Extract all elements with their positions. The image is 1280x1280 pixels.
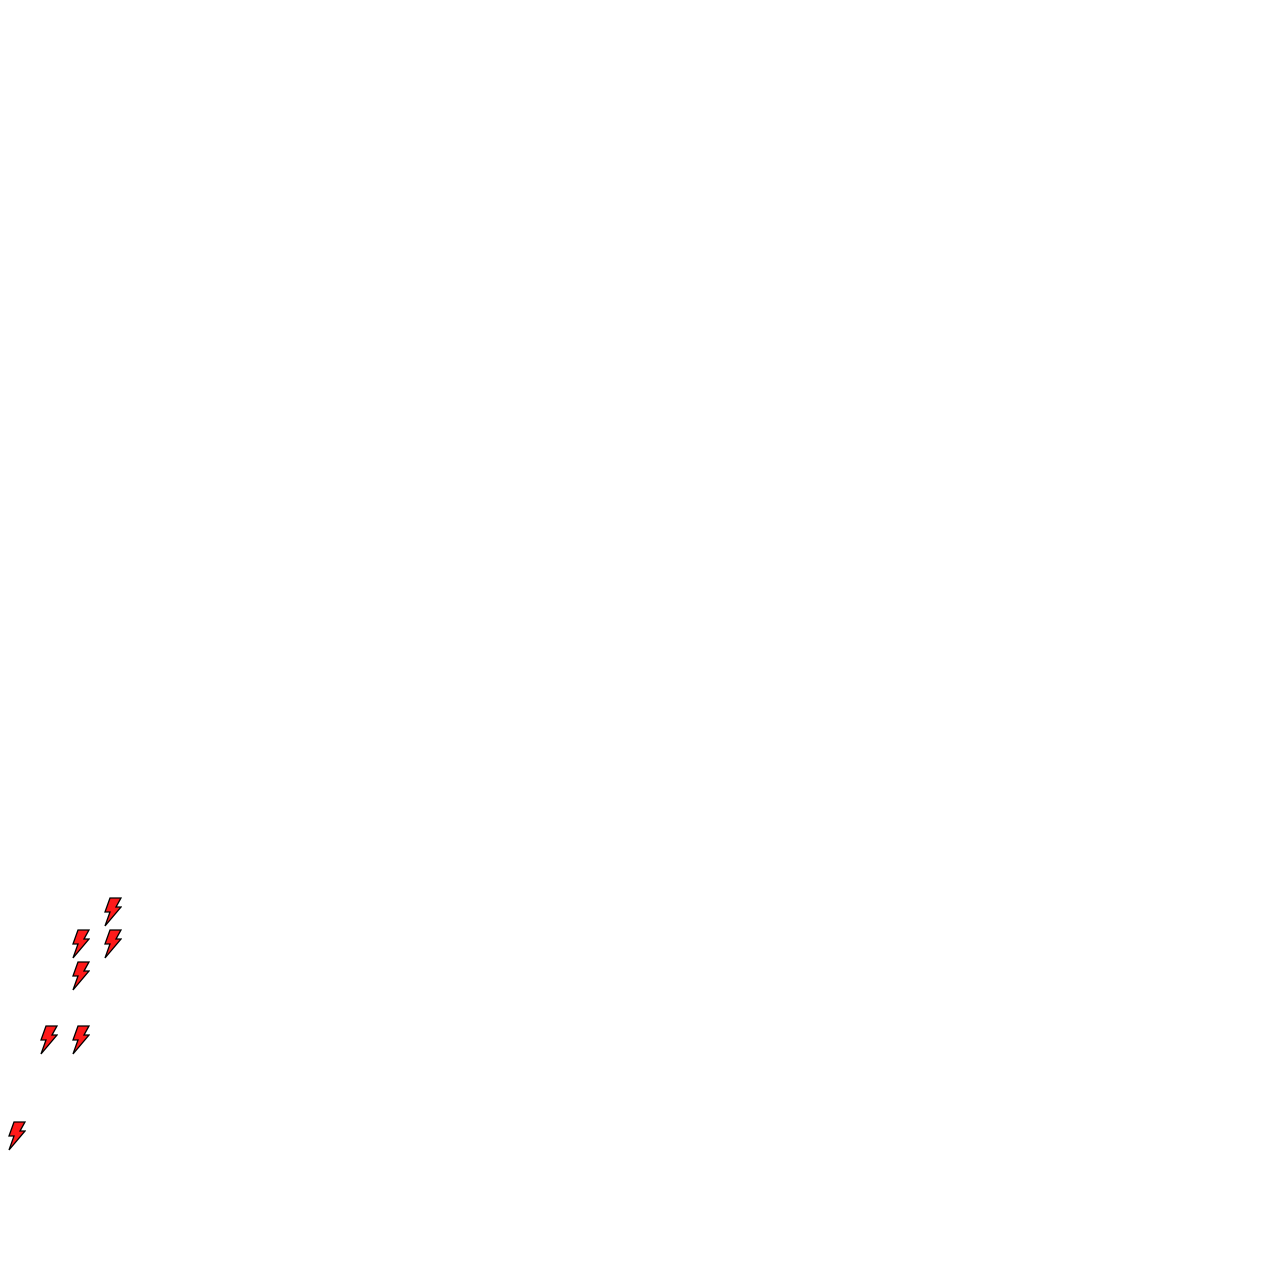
lightning-bolt-icon[interactable] [70, 929, 91, 959]
lightning-bolt-icon[interactable] [102, 897, 123, 927]
lightning-bolt-icon[interactable] [102, 929, 123, 959]
lightning-bolt-icon[interactable] [70, 961, 91, 991]
lightning-bolt-icon[interactable] [70, 1025, 91, 1055]
lightning-bolt-icon[interactable] [6, 1121, 27, 1151]
lightning-bolt-icon[interactable] [38, 1025, 59, 1055]
